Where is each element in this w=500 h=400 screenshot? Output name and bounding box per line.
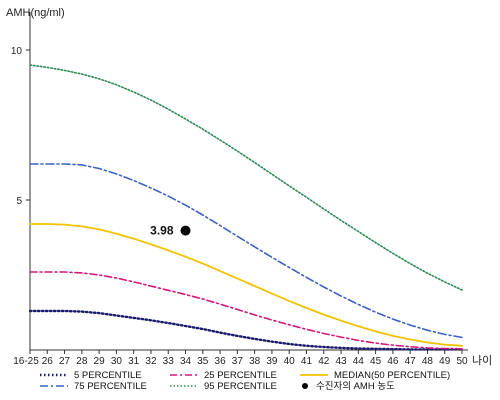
y-axis-title: AMH(ng/ml)	[6, 7, 65, 19]
x-tick-label: 49	[439, 356, 451, 367]
x-tick-label: 43	[335, 356, 347, 367]
x-axis-title: 나이	[472, 354, 492, 367]
y-tick-label: 5	[16, 196, 22, 207]
x-tick-label: 45	[370, 356, 382, 367]
series-line-95-percentile	[29, 64, 463, 291]
x-tick-label: 38	[249, 356, 261, 367]
x-tick-label: 44	[353, 356, 365, 367]
patient-amh-value-label: 3.98	[150, 224, 174, 238]
x-tick-label: 47	[405, 356, 417, 367]
series-line-25-percentile	[29, 271, 463, 350]
patient-marker: 3.98	[150, 224, 191, 238]
legend-label: MEDIAN(50 PERCENTILE)	[334, 370, 450, 381]
legend-label: 5 PERCENTILE	[74, 370, 142, 381]
x-tick-label: 31	[128, 356, 140, 367]
legend-label: 95 PERCENTILE	[204, 381, 277, 392]
axes: AMH(ng/ml) 5 10 16-25 26 27 28 29 30 31 32 33 34 35 36…	[6, 7, 492, 367]
legend-swatch-marker	[302, 383, 308, 389]
legend-label: 25 PERCENTILE	[204, 370, 277, 381]
x-tick-label: 50	[456, 356, 468, 367]
legend-label: 수진자의 AMH 농도	[316, 381, 395, 392]
patient-amh-point	[180, 225, 191, 236]
x-tick-label: 34	[180, 356, 192, 367]
x-tick-label: 29	[94, 356, 106, 367]
x-tick-label: 48	[422, 356, 434, 367]
x-tick-label: 33	[163, 356, 175, 367]
x-tick-label: 46	[387, 356, 399, 367]
legend-label: 75 PERCENTILE	[74, 381, 147, 392]
x-tick-label: 26	[42, 356, 54, 367]
x-tick-label: 41	[301, 356, 313, 367]
x-tick-label: 16-25	[13, 356, 39, 367]
series-line-median-50-percentile	[29, 223, 463, 347]
legend: 5 PERCENTILE 25 PERCENTILE MEDIAN(50 PERCE…	[40, 370, 450, 392]
x-tick-label: 30	[111, 356, 123, 367]
series-line-75-percentile	[29, 163, 463, 339]
x-tick-label: 32	[145, 356, 157, 367]
series-line-5-percentile	[28, 309, 464, 351]
x-tick-label: 40	[284, 356, 296, 367]
x-tick-label: 35	[197, 356, 209, 367]
y-tick-label: 10	[11, 46, 23, 57]
x-tick-label: 42	[318, 356, 330, 367]
x-tick-label: 28	[76, 356, 88, 367]
series-lines	[28, 64, 464, 351]
x-tick-label: 27	[59, 356, 71, 367]
x-tick-label: 37	[232, 356, 244, 367]
x-tick-label: 36	[215, 356, 227, 367]
x-tick-label: 39	[266, 356, 278, 367]
